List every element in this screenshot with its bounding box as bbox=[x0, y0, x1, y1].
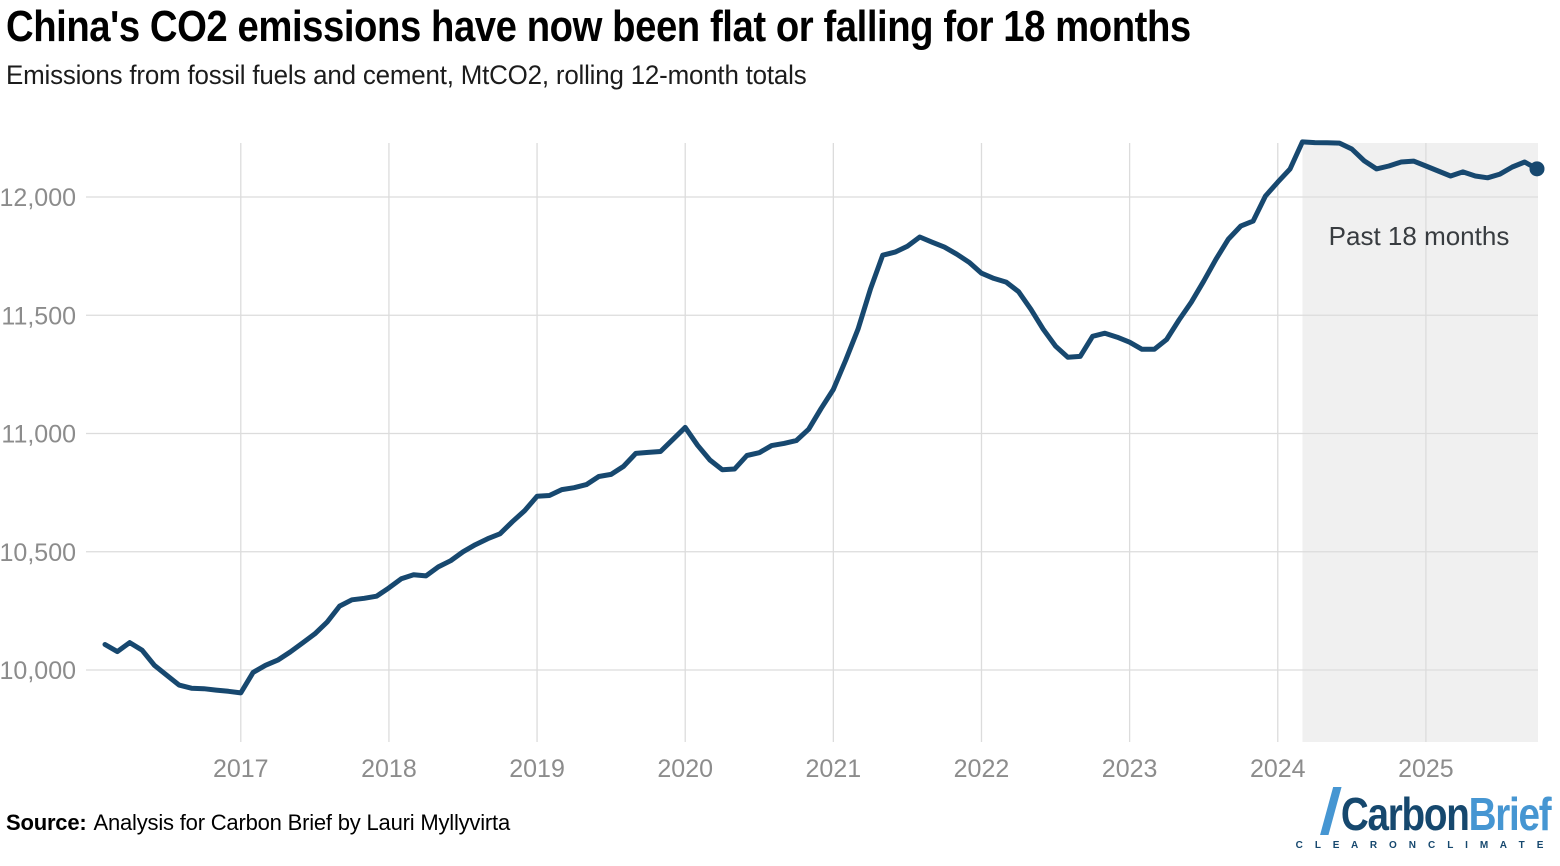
x-axis-tick-label: 2018 bbox=[361, 755, 417, 783]
emissions-line-chart: 10,000 10,500 11,000 11,500 12,000 2017 2018 20… bbox=[0, 139, 1545, 783]
logo-word-brief: Brief bbox=[1468, 787, 1551, 840]
x-axis-tick-label: 2017 bbox=[213, 755, 269, 783]
x-axis-tick-label: 2023 bbox=[1102, 755, 1158, 783]
page-subtitle: Emissions from fossil fuels and cement, … bbox=[6, 60, 807, 90]
source-note: Source: Analysis for Carbon Brief by Laur… bbox=[6, 810, 510, 836]
y-axis-tick-label: 12,000 bbox=[0, 184, 76, 212]
carbonbrief-logo: Carbon Brief C L E A R O N C L I M A T E bbox=[1284, 787, 1551, 851]
source-text: Analysis for Carbon Brief by Lauri Mylly… bbox=[93, 810, 511, 835]
highlight-band-past-18-months bbox=[1302, 143, 1538, 742]
page-title: China's CO2 emissions have now been flat… bbox=[6, 2, 1191, 51]
x-axis-tick-label: 2020 bbox=[657, 755, 713, 783]
logo-word-carbon: Carbon bbox=[1340, 787, 1470, 840]
x-axis-tick-label: 2024 bbox=[1250, 755, 1306, 783]
latest-point-marker bbox=[1529, 161, 1545, 177]
past-18-months-label: Past 18 months bbox=[1328, 221, 1510, 251]
x-axis-tick-label: 2025 bbox=[1398, 755, 1454, 783]
emissions-line bbox=[102, 139, 1540, 696]
y-axis-tick-label: 10,000 bbox=[0, 657, 76, 685]
y-axis-tick-label: 11,500 bbox=[1, 302, 76, 330]
x-axis-tick-label: 2021 bbox=[806, 755, 862, 783]
y-axis-tick-label: 10,500 bbox=[0, 539, 76, 567]
x-axis-tick-label: 2019 bbox=[509, 755, 565, 783]
logo-slash-icon bbox=[1319, 787, 1342, 835]
y-axis-tick-label: 11,000 bbox=[1, 421, 76, 449]
logo-tagline: C L E A R O N C L I M A T E bbox=[1295, 840, 1548, 851]
source-label: Source: bbox=[6, 810, 87, 835]
x-axis-tick-label: 2022 bbox=[954, 755, 1010, 783]
carbonbrief-logo-wordmark: Carbon Brief bbox=[1319, 787, 1551, 840]
